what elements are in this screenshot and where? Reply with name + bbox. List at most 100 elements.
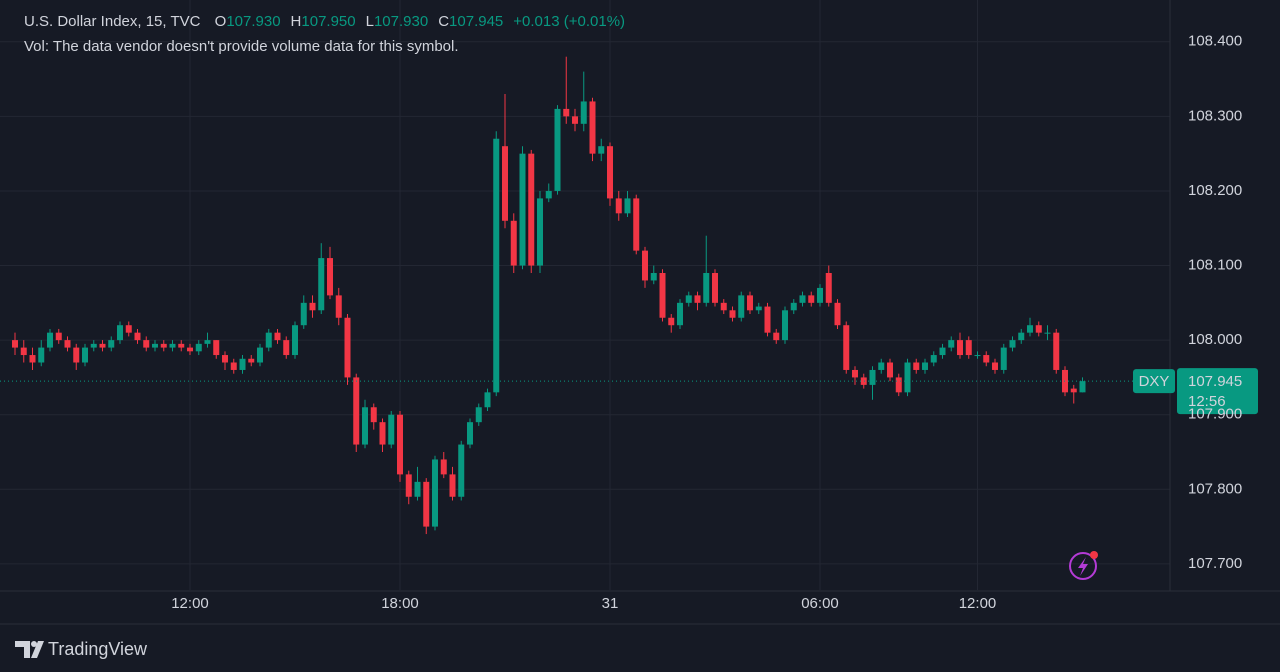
candle-body [309, 302, 316, 311]
candle-body [773, 332, 780, 341]
candle-body [799, 295, 806, 303]
symbol-tag: DXY [1139, 373, 1170, 390]
candle-body [125, 325, 132, 333]
x-tick-label: 18:00 [381, 595, 419, 612]
candle-body [703, 272, 710, 303]
logo-shape[interactable] [31, 641, 37, 647]
candle-body [545, 190, 552, 199]
candle-body [808, 295, 815, 303]
y-tick-label: 108.200 [1188, 182, 1242, 199]
candle-body [957, 340, 963, 356]
candle-body [528, 153, 535, 266]
logo-shape[interactable] [31, 641, 44, 658]
candle-body [598, 146, 605, 154]
y-tick-label: 108.400 [1188, 33, 1242, 50]
candle-body [222, 355, 228, 363]
candle-body [484, 392, 491, 408]
candle-body [405, 474, 412, 497]
candle-body [178, 343, 185, 348]
candle-body [47, 332, 53, 348]
candle-body [467, 422, 473, 445]
candle-body [195, 343, 202, 352]
lightning-icon[interactable] [1069, 551, 1098, 580]
candle-body [362, 407, 368, 445]
candle-body [379, 422, 386, 445]
countdown: 12:56 [1188, 393, 1226, 410]
candle-body [685, 295, 692, 303]
candle-body [143, 340, 150, 348]
candle-body [493, 138, 500, 393]
candle-body [90, 343, 97, 348]
candle-body [475, 407, 482, 423]
candle-body [274, 332, 281, 341]
logo-shape[interactable] [15, 641, 30, 658]
candle-body [213, 340, 220, 356]
candle-body [580, 101, 587, 124]
candle-body [720, 302, 727, 311]
ohlc-value: 107.930 [226, 13, 280, 30]
candle-body [887, 362, 893, 378]
price-tag: 107.945 [1188, 373, 1242, 390]
candle-body [904, 362, 911, 393]
candle-body [624, 198, 631, 214]
candle-body [633, 198, 640, 251]
candle-body [318, 258, 325, 311]
icon-ring[interactable] [1069, 552, 1097, 580]
ohlc-key: L [366, 13, 374, 30]
candle-body [152, 343, 158, 348]
candle-body [572, 116, 578, 124]
candle-body [283, 340, 290, 356]
candle-body [370, 407, 377, 423]
candle-body [642, 250, 648, 281]
y-tick-label: 107.700 [1188, 555, 1242, 572]
brand-logo[interactable]: TradingView [15, 639, 148, 659]
candle-body [895, 377, 902, 393]
candle-body [1053, 332, 1060, 370]
candle-body [869, 369, 876, 385]
candle-body [729, 310, 736, 318]
candle-body [414, 481, 421, 497]
candle-body [432, 459, 438, 527]
x-tick-label: 12:00 [171, 595, 209, 612]
candle-body [20, 347, 27, 356]
candle-body [790, 302, 797, 311]
candles [12, 56, 1086, 535]
candle-body [397, 414, 403, 475]
icon-bolt[interactable] [1078, 557, 1088, 576]
y-tick-label: 108.100 [1188, 257, 1242, 274]
candle-body [615, 198, 622, 214]
candle-body [913, 362, 920, 370]
x-tick-label: 31 [602, 595, 619, 612]
candle-body [992, 362, 998, 370]
brand-name[interactable]: TradingView [48, 639, 148, 659]
ohlc-key: C [438, 13, 449, 30]
candle-body [169, 343, 176, 348]
header-line: U.S. Dollar Index, 15, TVC O107.930 H107.… [24, 13, 625, 30]
candle-body [248, 358, 255, 363]
candle-body [939, 347, 946, 356]
candle-body [423, 481, 430, 527]
candle-body [55, 332, 62, 341]
candle-body [659, 272, 666, 318]
candle-body [860, 377, 867, 385]
x-tick-label: 12:00 [959, 595, 997, 612]
y-tick-label: 107.900 [1188, 406, 1242, 423]
candle-body [388, 414, 395, 445]
icon-dot[interactable] [1090, 551, 1098, 559]
candle-body [353, 377, 360, 445]
candle-body [878, 362, 885, 370]
candle-body [239, 358, 246, 370]
candle-body [292, 325, 298, 356]
ohlc-key: O [215, 13, 227, 30]
candle-body [519, 153, 526, 266]
candle-body [817, 287, 823, 303]
candle-body [1044, 332, 1051, 334]
candle-body [335, 295, 342, 318]
candle-body [554, 108, 561, 191]
candle-body [1035, 325, 1042, 333]
candle-body [265, 332, 272, 348]
candle-body [983, 355, 990, 363]
candle-body [204, 340, 211, 344]
